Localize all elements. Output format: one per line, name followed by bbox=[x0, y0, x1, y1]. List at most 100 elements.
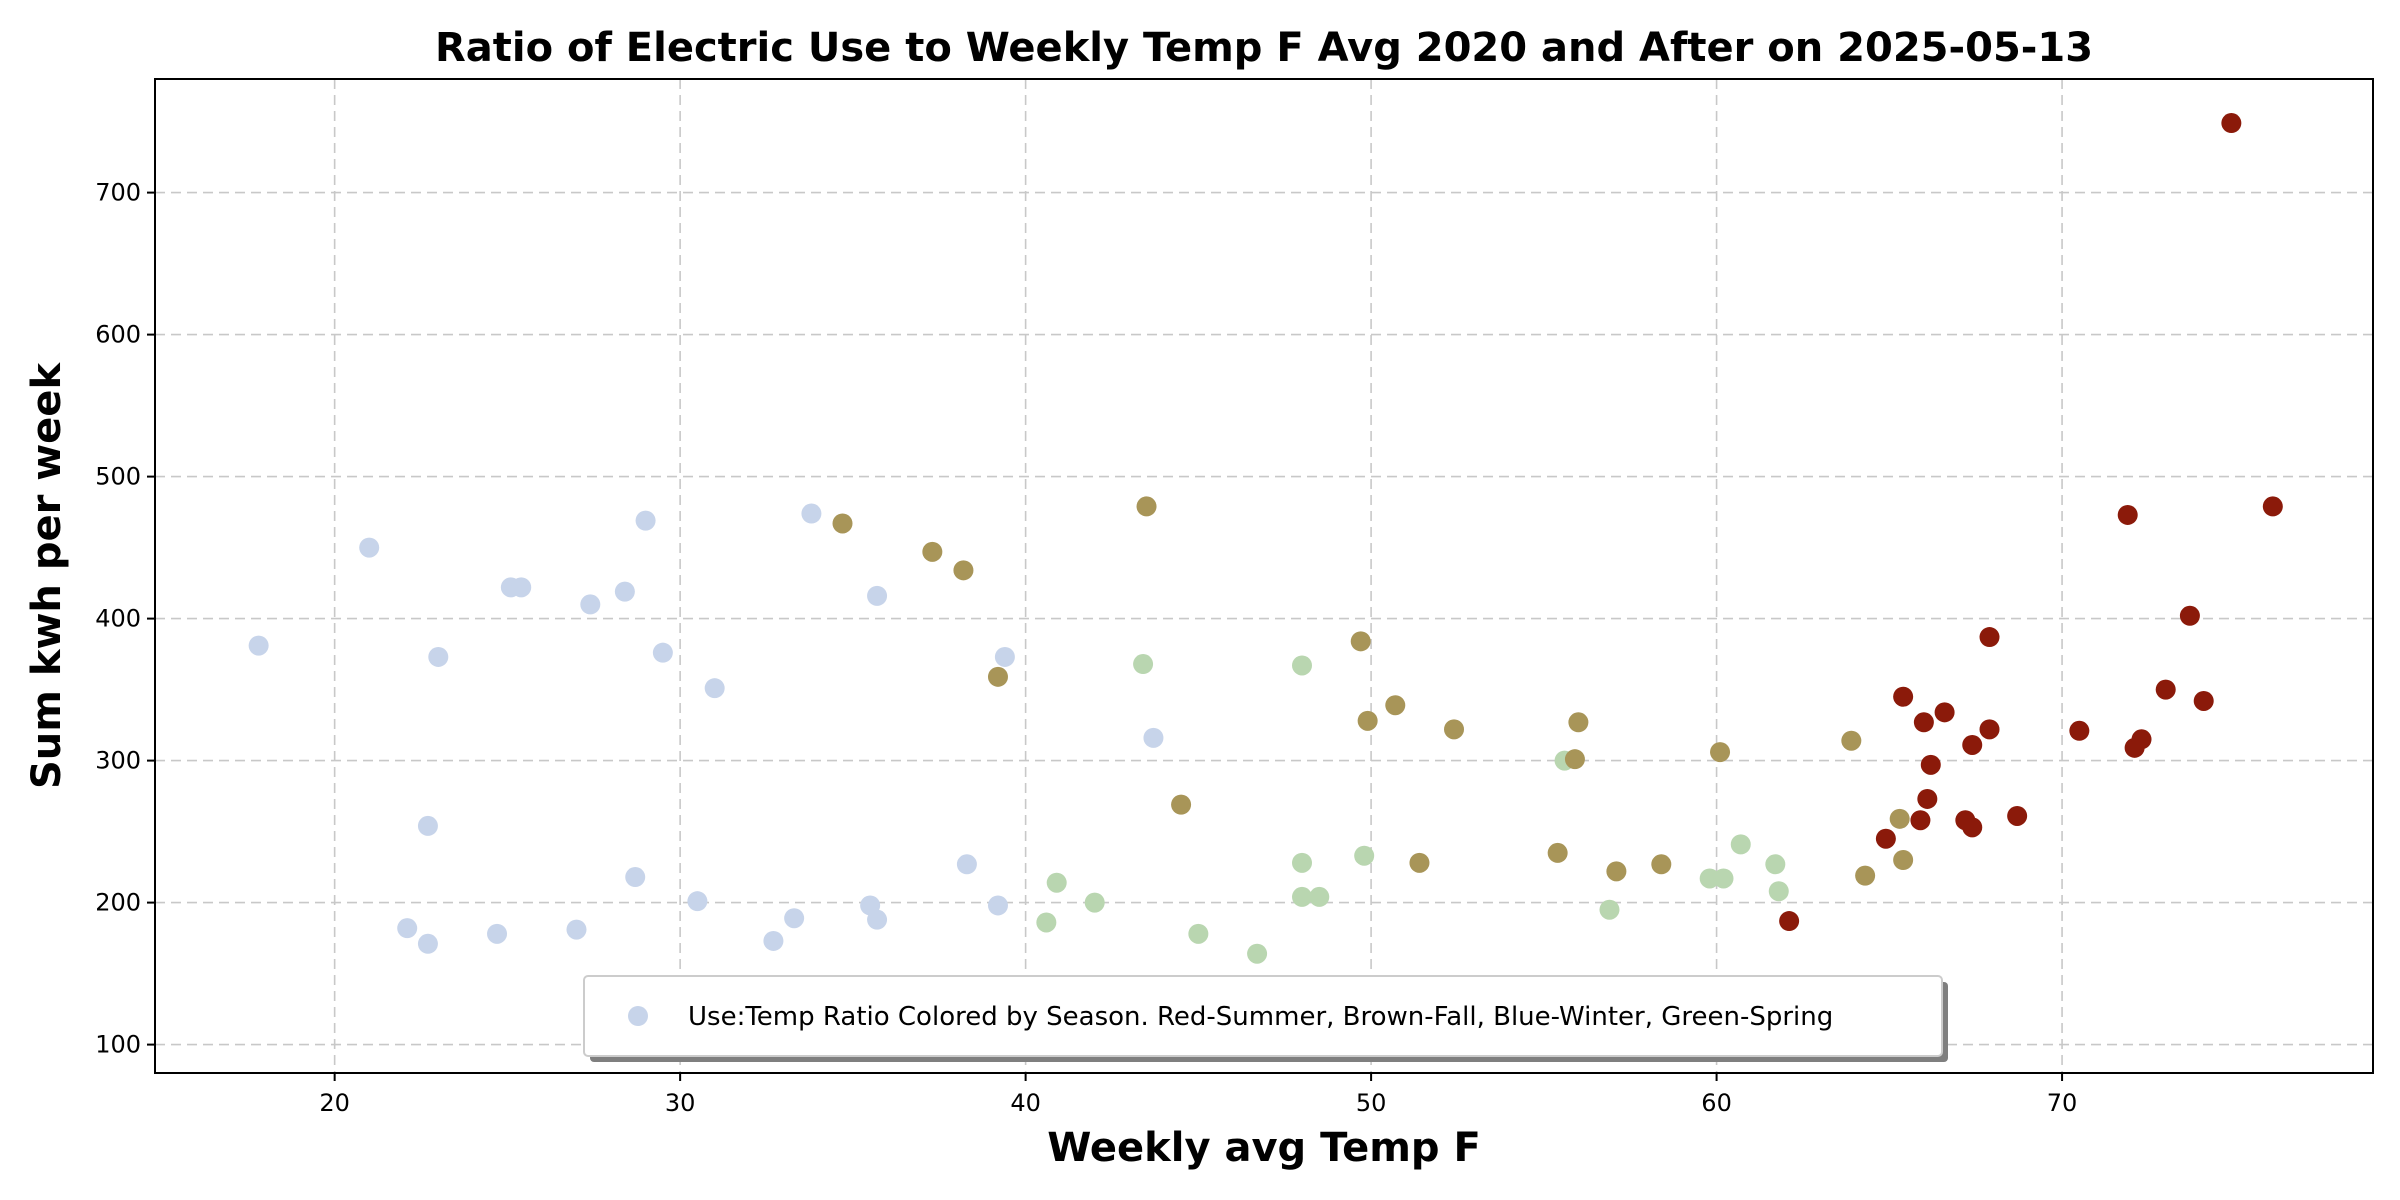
data-point-winter bbox=[867, 909, 888, 930]
data-point-spring bbox=[1046, 872, 1067, 893]
data-point-fall bbox=[1889, 808, 1910, 829]
data-point-winter bbox=[417, 815, 438, 836]
x-tick-label: 40 bbox=[1010, 1089, 1041, 1117]
data-point-fall bbox=[1893, 850, 1914, 870]
data-point-fall bbox=[1568, 712, 1589, 733]
data-point-fall bbox=[1710, 742, 1731, 763]
data-point-spring bbox=[1713, 868, 1734, 889]
data-point-winter bbox=[614, 581, 635, 602]
data-point-spring bbox=[1292, 886, 1313, 907]
data-point-summer bbox=[2131, 729, 2152, 750]
data-point-summer bbox=[1962, 817, 1983, 838]
data-point-winter bbox=[1143, 727, 1164, 748]
data-point-winter bbox=[625, 867, 646, 888]
data-point-spring bbox=[1292, 655, 1313, 676]
data-point-summer bbox=[1779, 911, 1800, 932]
data-point-winter bbox=[763, 930, 784, 951]
data-point-fall bbox=[1136, 496, 1157, 517]
data-point-winter bbox=[652, 642, 673, 663]
data-point-summer bbox=[1893, 686, 1914, 707]
data-point-fall bbox=[1350, 631, 1371, 652]
data-point-fall bbox=[1606, 861, 1627, 882]
data-point-summer bbox=[2117, 504, 2138, 525]
data-point-summer bbox=[2155, 679, 2176, 700]
data-point-summer bbox=[2193, 690, 2214, 711]
data-point-fall bbox=[1444, 719, 1465, 740]
data-point-summer bbox=[2179, 605, 2200, 626]
data-point-winter bbox=[784, 908, 805, 929]
data-point-summer bbox=[1910, 810, 1931, 831]
y-tick-label: 100 bbox=[95, 1031, 141, 1059]
data-point-fall bbox=[922, 541, 943, 562]
chart-title: Ratio of Electric Use to Weekly Temp F A… bbox=[435, 25, 2093, 71]
data-point-spring bbox=[1309, 886, 1330, 907]
data-point-spring bbox=[1765, 854, 1786, 875]
legend-marker bbox=[628, 1006, 648, 1026]
plot-area-frame bbox=[154, 78, 2374, 1074]
data-point-spring bbox=[1599, 899, 1620, 920]
data-point-fall bbox=[1651, 854, 1672, 875]
data-point-fall bbox=[1841, 730, 1862, 751]
data-point-fall bbox=[1171, 794, 1192, 815]
data-point-fall bbox=[1357, 710, 1378, 731]
data-point-spring bbox=[1084, 892, 1105, 913]
data-point-spring bbox=[1247, 943, 1268, 964]
data-point-winter bbox=[487, 923, 508, 944]
legend: Use:Temp Ratio Colored by Season. Red-Su… bbox=[583, 975, 1948, 1062]
data-point-fall bbox=[1855, 865, 1876, 886]
data-point-winter bbox=[417, 933, 438, 954]
data-point-fall bbox=[1547, 842, 1568, 863]
data-point-winter bbox=[801, 503, 822, 524]
data-point-winter bbox=[248, 635, 269, 656]
data-point-spring bbox=[1188, 923, 1209, 944]
data-point-fall bbox=[1385, 695, 1406, 716]
data-point-spring bbox=[1354, 845, 1375, 866]
data-point-winter bbox=[397, 918, 418, 939]
data-point-winter bbox=[566, 919, 587, 940]
x-tick-label: 30 bbox=[665, 1089, 696, 1117]
y-tick-label: 400 bbox=[95, 605, 141, 633]
data-point-fall bbox=[1409, 852, 1430, 873]
y-axis-ticks: 100 200 300 400 500 600 700 bbox=[95, 179, 155, 1059]
data-point-winter bbox=[956, 854, 977, 875]
data-point-winter bbox=[687, 891, 708, 912]
grid-lines bbox=[155, 79, 2373, 1073]
x-tick-label: 50 bbox=[1356, 1089, 1387, 1117]
data-point-summer bbox=[2069, 720, 2090, 741]
y-tick-label: 500 bbox=[95, 463, 141, 491]
data-point-summer bbox=[1934, 702, 1955, 723]
data-point-spring bbox=[1699, 868, 1720, 889]
data-point-winter bbox=[511, 577, 532, 598]
data-point-summer bbox=[1920, 754, 1941, 775]
legend-label: Use:Temp Ratio Colored by Season. Red-Su… bbox=[688, 1002, 1833, 1032]
data-point-summer bbox=[2007, 805, 2028, 826]
data-point-fall bbox=[1564, 749, 1585, 770]
data-point-summer bbox=[1917, 788, 1938, 809]
data-point-winter bbox=[428, 646, 449, 667]
data-point-spring bbox=[1768, 881, 1789, 902]
data-point-winter bbox=[867, 585, 888, 606]
data-point-summer bbox=[1979, 627, 2000, 648]
x-axis-ticks: 20 30 40 50 60 70 bbox=[319, 1073, 2077, 1117]
data-point-winter bbox=[580, 594, 601, 615]
data-point-winter bbox=[704, 678, 725, 699]
x-tick-label: 60 bbox=[1701, 1089, 1732, 1117]
y-tick-label: 200 bbox=[95, 889, 141, 917]
data-point-summer bbox=[2262, 496, 2283, 517]
data-point-winter bbox=[635, 510, 656, 531]
x-tick-label: 20 bbox=[319, 1089, 350, 1117]
x-axis-label: Weekly avg Temp F bbox=[1047, 1125, 1481, 1171]
x-tick-label: 70 bbox=[2047, 1089, 2078, 1117]
data-point-summer bbox=[1875, 828, 1896, 849]
data-point-fall bbox=[953, 560, 974, 581]
y-tick-label: 700 bbox=[95, 179, 141, 207]
data-points bbox=[248, 113, 2283, 964]
data-point-summer bbox=[1979, 719, 2000, 740]
legend-box bbox=[583, 975, 1943, 1057]
y-tick-label: 300 bbox=[95, 747, 141, 775]
y-tick-label: 600 bbox=[95, 321, 141, 349]
data-point-summer bbox=[2221, 113, 2242, 134]
data-point-spring bbox=[1036, 912, 1057, 933]
data-point-winter bbox=[987, 895, 1008, 916]
